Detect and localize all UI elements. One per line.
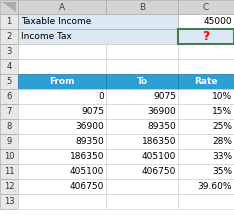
Bar <box>178 0 234 14</box>
Bar <box>178 29 234 44</box>
Polygon shape <box>2 2 16 12</box>
Text: 9: 9 <box>6 137 12 146</box>
Text: B: B <box>139 3 145 11</box>
Text: 25%: 25% <box>212 122 232 131</box>
Bar <box>106 104 178 119</box>
Text: To: To <box>136 77 148 86</box>
Bar <box>178 14 234 29</box>
Text: 35%: 35% <box>212 167 232 176</box>
Text: A: A <box>59 3 65 11</box>
Bar <box>178 89 234 104</box>
Bar <box>18 14 178 29</box>
Text: 33%: 33% <box>212 152 232 161</box>
Text: 10%: 10% <box>212 92 232 101</box>
Text: 9075: 9075 <box>153 92 176 101</box>
Bar <box>106 74 178 89</box>
Bar <box>178 104 234 119</box>
Text: 6: 6 <box>6 92 12 101</box>
Bar <box>178 74 234 89</box>
Text: 3: 3 <box>6 47 12 56</box>
Bar <box>106 164 178 179</box>
Bar <box>106 194 178 209</box>
Text: 0: 0 <box>98 92 104 101</box>
Bar <box>18 74 106 89</box>
Text: Rate: Rate <box>194 77 218 86</box>
Bar <box>0 134 18 149</box>
Bar <box>178 149 234 164</box>
Bar <box>18 29 178 44</box>
Text: 406750: 406750 <box>142 167 176 176</box>
Bar <box>18 89 106 104</box>
Bar <box>106 134 178 149</box>
Bar <box>18 149 106 164</box>
Bar <box>18 44 106 59</box>
Text: 186350: 186350 <box>142 137 176 146</box>
Text: Taxable Income: Taxable Income <box>21 17 91 26</box>
Bar <box>106 0 178 14</box>
Bar <box>178 29 234 44</box>
Bar <box>0 44 18 59</box>
Text: 89350: 89350 <box>75 137 104 146</box>
Bar <box>178 164 234 179</box>
Bar <box>106 149 178 164</box>
Text: 9075: 9075 <box>81 107 104 116</box>
Bar <box>18 179 106 194</box>
Text: 8: 8 <box>6 122 12 131</box>
Bar <box>106 59 178 74</box>
Bar <box>0 149 18 164</box>
Text: 5: 5 <box>6 77 12 86</box>
Bar <box>18 104 106 119</box>
Text: 11: 11 <box>4 167 14 176</box>
Text: 186350: 186350 <box>69 152 104 161</box>
Bar <box>106 44 178 59</box>
Text: 89350: 89350 <box>147 122 176 131</box>
Text: ?: ? <box>202 30 210 43</box>
Text: 405100: 405100 <box>70 167 104 176</box>
Text: 406750: 406750 <box>70 182 104 191</box>
Bar <box>18 194 106 209</box>
Text: 1: 1 <box>6 17 12 26</box>
Bar <box>0 119 18 134</box>
Text: 36900: 36900 <box>147 107 176 116</box>
Bar <box>178 194 234 209</box>
Bar <box>0 59 18 74</box>
Bar <box>0 164 18 179</box>
Bar <box>178 59 234 74</box>
Bar <box>0 179 18 194</box>
Bar <box>106 179 178 194</box>
Text: 10: 10 <box>4 152 14 161</box>
Bar <box>0 89 18 104</box>
Text: 405100: 405100 <box>142 152 176 161</box>
Bar <box>106 119 178 134</box>
Bar <box>178 179 234 194</box>
Bar <box>106 89 178 104</box>
Text: 15%: 15% <box>212 107 232 116</box>
Text: 2: 2 <box>6 32 12 41</box>
Bar <box>18 134 106 149</box>
Text: 12: 12 <box>4 182 14 191</box>
Bar <box>0 74 18 89</box>
Bar <box>0 0 18 14</box>
Bar <box>18 164 106 179</box>
Bar <box>18 119 106 134</box>
Text: From: From <box>49 77 75 86</box>
Text: Income Tax: Income Tax <box>21 32 72 41</box>
Text: 28%: 28% <box>212 137 232 146</box>
Text: 45000: 45000 <box>203 17 232 26</box>
Text: 4: 4 <box>6 62 12 71</box>
Bar <box>178 44 234 59</box>
Text: 39.60%: 39.60% <box>197 182 232 191</box>
Text: C: C <box>203 3 209 11</box>
Bar <box>178 134 234 149</box>
Bar <box>18 59 106 74</box>
Bar <box>0 104 18 119</box>
Bar <box>0 29 18 44</box>
Bar <box>0 194 18 209</box>
Text: 13: 13 <box>4 197 14 206</box>
Bar <box>178 119 234 134</box>
Text: 7: 7 <box>6 107 12 116</box>
Bar <box>18 0 106 14</box>
Text: 36900: 36900 <box>75 122 104 131</box>
Bar <box>0 14 18 29</box>
